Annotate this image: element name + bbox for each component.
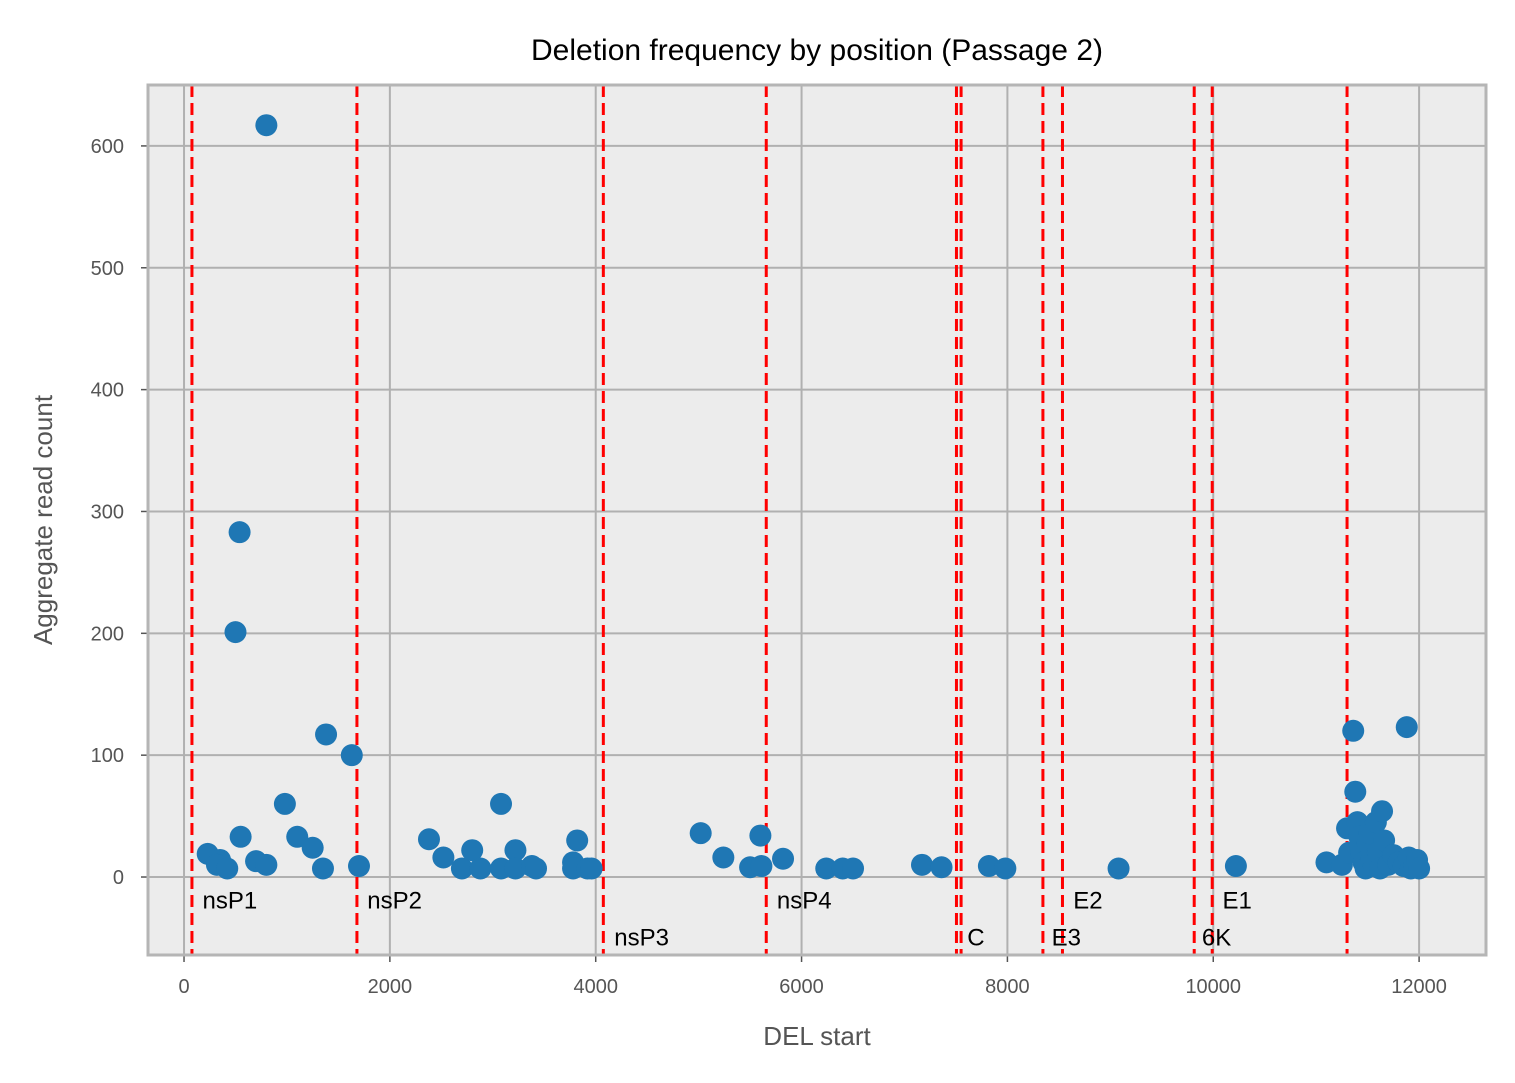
data-point — [1395, 716, 1418, 739]
data-point — [216, 857, 239, 880]
region-label: nsP4 — [777, 888, 832, 915]
y-axis-label: Aggregate read count — [28, 394, 58, 645]
data-point — [347, 855, 370, 878]
x-tick-label: 6000 — [779, 976, 824, 998]
data-point — [469, 857, 492, 880]
data-point — [273, 792, 296, 815]
region-label: E1 — [1223, 888, 1252, 915]
data-point — [286, 825, 309, 848]
data-point — [566, 829, 589, 852]
data-point — [504, 839, 527, 862]
data-point — [689, 822, 712, 845]
data-point — [772, 847, 795, 870]
data-point — [910, 853, 933, 876]
data-point — [255, 853, 278, 876]
chart-title: Deletion frequency by position (Passage … — [531, 34, 1103, 67]
x-tick-label: 4000 — [573, 976, 618, 998]
data-point — [930, 856, 953, 879]
data-point — [417, 828, 440, 851]
data-point — [842, 857, 865, 880]
y-tick-label: 600 — [91, 136, 124, 158]
x-axis-label: DEL start — [763, 1021, 871, 1051]
data-point — [815, 857, 838, 880]
data-point — [432, 846, 455, 869]
data-point — [749, 824, 772, 847]
region-label: nsP2 — [367, 888, 422, 915]
data-point — [1342, 719, 1365, 742]
region-label: nsP3 — [614, 924, 669, 951]
data-point — [580, 857, 603, 880]
plot-background — [148, 85, 1486, 955]
region-label: nsP1 — [203, 888, 258, 915]
region-label: C — [967, 924, 984, 951]
y-tick-label: 500 — [91, 258, 124, 280]
data-point — [340, 744, 363, 767]
x-tick-label: 10000 — [1185, 976, 1241, 998]
y-tick-label: 400 — [91, 380, 124, 402]
x-tick-label: 12000 — [1391, 976, 1447, 998]
x-tick-label: 2000 — [368, 976, 413, 998]
data-point — [450, 857, 473, 880]
data-point — [301, 836, 324, 859]
y-tick-label: 0 — [113, 867, 124, 889]
data-point — [461, 839, 484, 862]
data-point — [712, 846, 735, 869]
data-point — [1107, 857, 1130, 880]
data-point — [1344, 780, 1367, 803]
data-point — [311, 857, 334, 880]
y-tick-label: 200 — [91, 623, 124, 645]
x-tick-label: 0 — [178, 976, 189, 998]
data-point — [525, 857, 548, 880]
data-point — [229, 825, 252, 848]
data-point — [994, 857, 1017, 880]
y-tick-label: 100 — [91, 745, 124, 767]
region-label: 6K — [1202, 924, 1231, 951]
x-tick-label: 8000 — [985, 976, 1030, 998]
plot-frame — [146, 83, 1488, 957]
data-point — [504, 857, 527, 880]
region-label: E3 — [1052, 924, 1081, 951]
data-point — [228, 521, 251, 544]
data-point — [1371, 800, 1394, 823]
data-point — [750, 855, 773, 878]
data-point — [315, 723, 338, 746]
data-point — [977, 855, 1000, 878]
data-point — [255, 114, 278, 137]
data-point — [224, 621, 247, 644]
y-tick-label: 300 — [91, 501, 124, 523]
data-point — [1408, 857, 1431, 880]
data-point — [1224, 855, 1247, 878]
region-label: E2 — [1073, 888, 1102, 915]
plot-area: 0 2000 4000 6000 8000 10000 12000 0 100 200 300 400… — [91, 83, 1488, 998]
data-point — [490, 792, 513, 815]
